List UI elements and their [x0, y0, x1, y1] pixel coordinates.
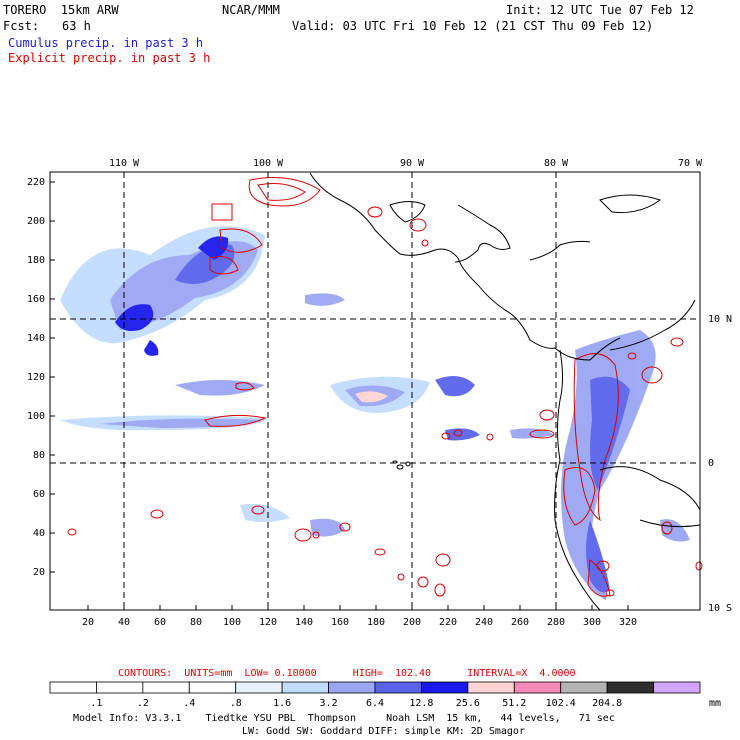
- x-tick-label: 200: [403, 617, 421, 628]
- coastlines: [309, 172, 701, 611]
- x-tick-label: 120: [259, 617, 277, 628]
- longitude-labels: 110 W 100 W 90 W 80 W 70 W: [109, 158, 703, 169]
- y-tick-label: 200: [27, 216, 45, 227]
- lat-lon-grid: [50, 172, 700, 610]
- org-label: NCAR/MMM: [222, 3, 280, 17]
- x-tick-label: 280: [547, 617, 565, 628]
- latitude-labels: 10 N 0 10 S: [708, 314, 732, 614]
- y-tick-label: 160: [27, 294, 45, 305]
- y-tick-label: 60: [33, 489, 45, 500]
- y-tick-label: 100: [27, 411, 45, 422]
- x-tick-label: 160: [331, 617, 349, 628]
- x-tick-label: 180: [367, 617, 385, 628]
- physics-info: LW: Godd SW: Goddard DIFF: simple KM: 2D…: [242, 726, 525, 737]
- lon-label: 110 W: [109, 158, 140, 169]
- y-tick-label: 220: [27, 177, 45, 188]
- x-tick-label: 60: [154, 617, 166, 628]
- y-tick-label: 120: [27, 372, 45, 383]
- legend-cumulus: Cumulus precip. in past 3 h: [8, 36, 204, 50]
- y-tick-label: 20: [33, 567, 45, 578]
- forecast-label: Fcst:: [3, 19, 40, 33]
- x-tick-label: 240: [475, 617, 493, 628]
- lon-label: 90 W: [400, 158, 425, 169]
- lat-label: 10 N: [708, 314, 732, 325]
- map-frame: [49, 171, 701, 611]
- x-tick-label: 260: [511, 617, 529, 628]
- x-tick-label: 100: [223, 617, 241, 628]
- y-tick-label: 40: [33, 528, 45, 539]
- y-tick-label: 80: [33, 450, 45, 461]
- x-tick-label: 20: [82, 617, 94, 628]
- legend-explicit: Explicit precip. in past 3 h: [8, 51, 211, 65]
- lat-label: 0: [708, 458, 714, 469]
- x-tick-label: 300: [583, 617, 601, 628]
- x-tick-label: 220: [439, 617, 457, 628]
- y-tick-label: 180: [27, 255, 45, 266]
- explicit-precip-contours: [67, 177, 703, 597]
- x-tick-label: 320: [619, 617, 637, 628]
- model-info: Model Info: V3.3.1 Tiedtke YSU PBL Thomp…: [73, 713, 615, 724]
- forecast-hour: 63 h: [62, 19, 91, 33]
- x-tick-label: 140: [295, 617, 313, 628]
- lon-label: 80 W: [544, 158, 569, 169]
- cumulus-precip-field: [60, 226, 690, 600]
- valid-time: Valid: 03 UTC Fri 10 Feb 12 (21 CST Thu …: [292, 19, 654, 33]
- contour-info: CONTOURS: UNITS=mm LOW= 0.10000 HIGH= 10…: [118, 668, 576, 679]
- model-title: TORERO 15km ARW: [3, 3, 119, 17]
- lon-label: 100 W: [253, 158, 284, 169]
- lat-label: 10 S: [708, 603, 732, 614]
- x-tick-label: 40: [118, 617, 130, 628]
- lon-label: 70 W: [678, 158, 703, 169]
- init-time: Init: 12 UTC Tue 07 Feb 12: [506, 3, 694, 17]
- x-axis-ticks: 20 40 60 80 100 120 140 160 180 200 220 240 260 280 30…: [82, 605, 637, 628]
- x-tick-label: 80: [190, 617, 202, 628]
- y-axis-ticks: 220 200 180 160 140 120 100 80 60 40 20: [27, 177, 55, 578]
- y-tick-label: 140: [27, 333, 45, 344]
